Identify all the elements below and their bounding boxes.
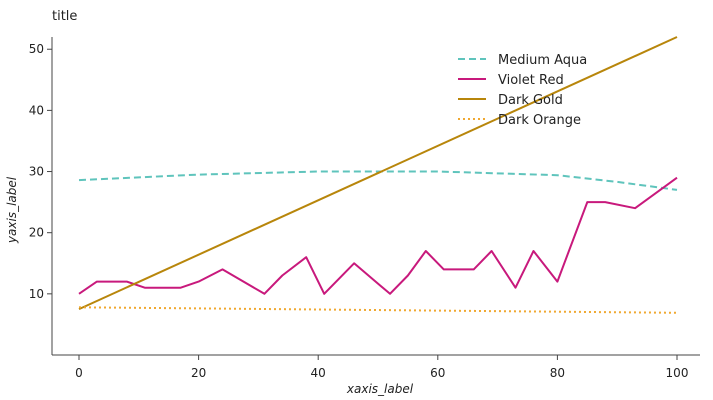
x-ticks: 0 20 40 60 80 100 — [75, 355, 688, 380]
legend-label: Dark Orange — [498, 113, 581, 128]
legend-label: Dark Gold — [498, 93, 563, 108]
series-line-dark-gold — [78, 36, 678, 311]
legend-label: Violet Red — [498, 73, 564, 88]
x-tick-label: 80 — [550, 366, 565, 380]
y-tick-label: 30 — [29, 165, 44, 179]
chart-title: title — [52, 9, 77, 24]
y-tick-label: 10 — [29, 287, 44, 301]
y-axis-label: yaxis_label — [5, 176, 19, 244]
x-tick-label: 60 — [430, 366, 445, 380]
y-ticks: 10 20 30 40 50 — [29, 42, 52, 301]
x-tick-label: 100 — [666, 366, 689, 380]
series-layer — [78, 36, 678, 314]
x-tick-label: 0 — [75, 366, 83, 380]
legend-label: Medium Aqua — [498, 53, 587, 68]
x-tick-label: 40 — [311, 366, 326, 380]
y-tick-label: 20 — [29, 226, 44, 240]
series-line-violet-red — [78, 176, 678, 295]
x-axis-label: xaxis_label — [346, 382, 414, 396]
y-tick-label: 50 — [29, 42, 44, 56]
y-tick-label: 40 — [29, 103, 44, 117]
series-line-medium-aqua — [78, 170, 678, 191]
x-tick-label: 20 — [191, 366, 206, 380]
legend: Medium Aqua Violet Red Dark Gold Dark Orang… — [458, 53, 587, 128]
series-line-dark-orange — [78, 306, 678, 314]
axes — [51, 37, 700, 356]
